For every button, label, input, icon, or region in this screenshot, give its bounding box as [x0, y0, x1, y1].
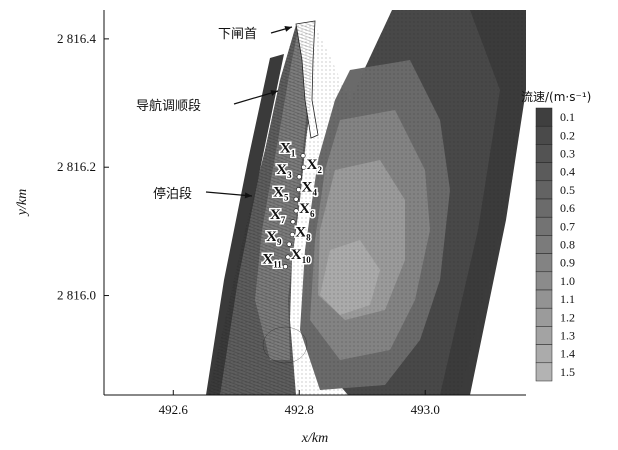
colorbar-label: 0.6 — [560, 201, 575, 215]
colorbar-label: 1.5 — [560, 365, 575, 379]
colorbar-swatch — [535, 253, 553, 273]
axes — [103, 10, 526, 396]
annotation-label: 停泊段 — [153, 186, 192, 202]
colorbar-swatch — [535, 344, 553, 364]
measurement-point-subscript: 11 — [273, 260, 282, 270]
colorbar-swatch — [535, 362, 553, 382]
colorbar-label: 1.1 — [560, 292, 575, 306]
y-tick-label: 2 816.0 — [57, 288, 96, 303]
colorbar-label: 0.5 — [560, 183, 575, 197]
colorbar-swatch — [535, 326, 553, 345]
colorbar-swatch — [535, 271, 553, 291]
annotation-arrowhead — [284, 26, 292, 32]
annotation-arrow — [233, 90, 279, 105]
measurement-point — [282, 264, 288, 270]
x-tick-label: 492.8 — [285, 402, 314, 417]
y-ticks: 2 816.0 2 816.2 2 816.4 — [57, 31, 109, 303]
colorbar-label: 0.2 — [560, 128, 575, 142]
measurement-point — [293, 208, 299, 214]
measurement-point — [286, 241, 292, 247]
measurement-point-subscript: 7 — [281, 215, 286, 225]
colorbar-swatch — [535, 107, 553, 127]
colorbar-swatch — [535, 125, 553, 145]
colorbar-swatch — [535, 289, 553, 309]
x-ticks: 492.6 492.8 493.0 — [159, 390, 440, 417]
colorbar-label: 0.4 — [560, 165, 575, 179]
annotation-label: 下闸首 — [218, 27, 257, 42]
colorbar-label: 1.0 — [560, 274, 575, 288]
colorbar-swatch — [535, 307, 553, 327]
measurement-point-subscript: 9 — [277, 237, 282, 247]
colorbar-swatch — [535, 216, 553, 236]
measurement-point-subscript: 3 — [287, 170, 292, 180]
y-tick-label: 2 816.4 — [57, 31, 97, 46]
colorbar-swatch — [535, 198, 553, 218]
measurement-point — [285, 254, 291, 260]
x-tick-label: 492.6 — [159, 402, 189, 417]
measurement-point-subscript: 8 — [306, 233, 311, 243]
annotation-label: 导航调顺段 — [136, 98, 201, 114]
measurement-point — [300, 153, 306, 159]
measurement-point — [293, 196, 299, 202]
colorbar-swatch — [535, 180, 553, 200]
measurement-point-subscript: 5 — [284, 192, 289, 202]
vector-texture-channel — [208, 22, 314, 395]
measurement-point — [296, 187, 302, 193]
colorbar-swatch — [535, 235, 553, 254]
x-tick-label: 493.0 — [411, 402, 440, 417]
y-tick-label: 2 816.2 — [57, 159, 96, 174]
colorbar-label: 0.8 — [560, 238, 575, 252]
measurement-point — [290, 219, 296, 225]
measurement-point-subscript: 10 — [302, 255, 312, 265]
annotation-arrowhead — [244, 192, 252, 199]
flow-field — [206, 10, 526, 395]
x-axis-label: x/km — [301, 431, 328, 446]
annotation-arrow — [205, 191, 253, 197]
annotation-arrowhead — [270, 90, 278, 96]
colorbar-label: 0.3 — [560, 147, 575, 161]
colorbar-label: 1.4 — [560, 347, 575, 361]
colorbar-title: 流速/(m·s⁻¹) — [521, 90, 591, 104]
colorbar-swatch — [535, 144, 553, 163]
y-axis-label: y/km — [15, 189, 30, 217]
colorbar-label: 0.1 — [560, 110, 575, 124]
measurement-point-subscript: 1 — [291, 149, 296, 159]
colorbar-swatch — [535, 162, 553, 182]
left-bank — [206, 54, 284, 395]
colorbar-label: 1.3 — [560, 329, 575, 343]
measurement-point — [289, 232, 295, 238]
colorbar-label: 0.9 — [560, 256, 575, 270]
colorbar-label: 1.2 — [560, 310, 575, 324]
measurement-point-subscript: 2 — [318, 165, 323, 175]
colorbar-label: 0.7 — [560, 219, 575, 233]
measurement-point-subscript: 4 — [312, 188, 317, 198]
measurement-point — [301, 164, 307, 170]
colorbar: 流速/(m·s⁻¹) 0.1 0.2 0.3 0.4 0.5 0.6 0.7 0.8 0.9 1.… — [521, 90, 591, 382]
measurement-point-subscript: 6 — [310, 209, 315, 219]
measurement-point — [296, 174, 302, 180]
eddy-region — [262, 326, 308, 364]
